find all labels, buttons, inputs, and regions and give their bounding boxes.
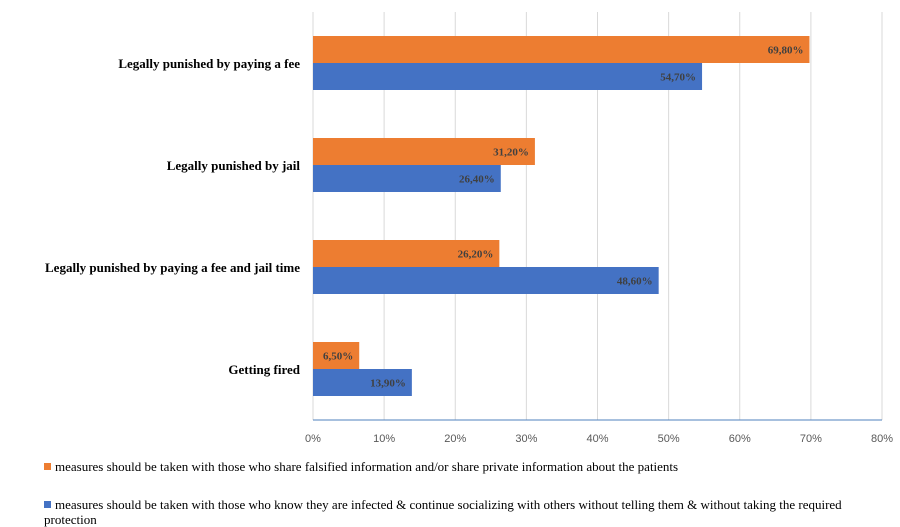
x-tick-label: 20% xyxy=(444,433,466,445)
legend-label-orange: measures should be taken with those who … xyxy=(55,459,679,474)
data-label: 26,40% xyxy=(459,174,495,186)
data-label: 13,90% xyxy=(370,378,406,390)
x-tick-label: 60% xyxy=(729,433,751,445)
x-tick-label: 0% xyxy=(305,433,321,445)
legend-swatch-orange xyxy=(44,463,51,470)
category-label: Legally punished by paying a fee xyxy=(118,56,300,71)
category-label: Legally punished by paying a fee and jai… xyxy=(45,260,300,275)
legend-label-blue: measures should be taken with those who … xyxy=(44,497,842,527)
bar xyxy=(313,63,703,90)
data-label: 69,80% xyxy=(768,45,804,57)
x-tick-label: 40% xyxy=(586,433,608,445)
category-label: Getting fired xyxy=(228,362,300,377)
bar xyxy=(313,165,501,192)
data-label: 48,60% xyxy=(617,276,653,288)
data-label: 6,50% xyxy=(323,351,353,363)
x-tick-label: 10% xyxy=(373,433,395,445)
bar xyxy=(313,36,810,63)
legend-item-blue: measures should be taken with those who … xyxy=(44,497,864,527)
x-tick-label: 50% xyxy=(658,433,680,445)
category-labels: Legally punished by paying a fee Legally … xyxy=(45,56,301,377)
legend-item-orange: measures should be taken with those who … xyxy=(44,459,864,474)
data-label: 26,20% xyxy=(458,249,494,261)
bar xyxy=(313,267,659,294)
data-label: 31,20% xyxy=(493,147,529,159)
bar xyxy=(313,138,535,165)
category-label: Legally punished by jail xyxy=(167,158,301,173)
legend: measures should be taken with those who … xyxy=(44,459,864,527)
x-tick-label: 70% xyxy=(800,433,822,445)
legend-swatch-blue xyxy=(44,501,51,508)
bar xyxy=(313,342,360,369)
x-tick-label: 30% xyxy=(515,433,537,445)
bar xyxy=(313,240,500,267)
x-tick-label: 80% xyxy=(871,433,893,445)
bar xyxy=(313,369,412,396)
bars: 69,80% 54,70% 31,20% 26,40% 26,20% 48,60% 6,50… xyxy=(313,36,810,396)
bar-chart: 69,80% 54,70% 31,20% 26,40% 26,20% 48,60% 6,50… xyxy=(45,12,893,445)
x-tick-labels: 0% 10% 20% 30% 40% 50% 60% 70% 80% xyxy=(305,433,893,445)
data-label: 54,70% xyxy=(660,72,696,84)
